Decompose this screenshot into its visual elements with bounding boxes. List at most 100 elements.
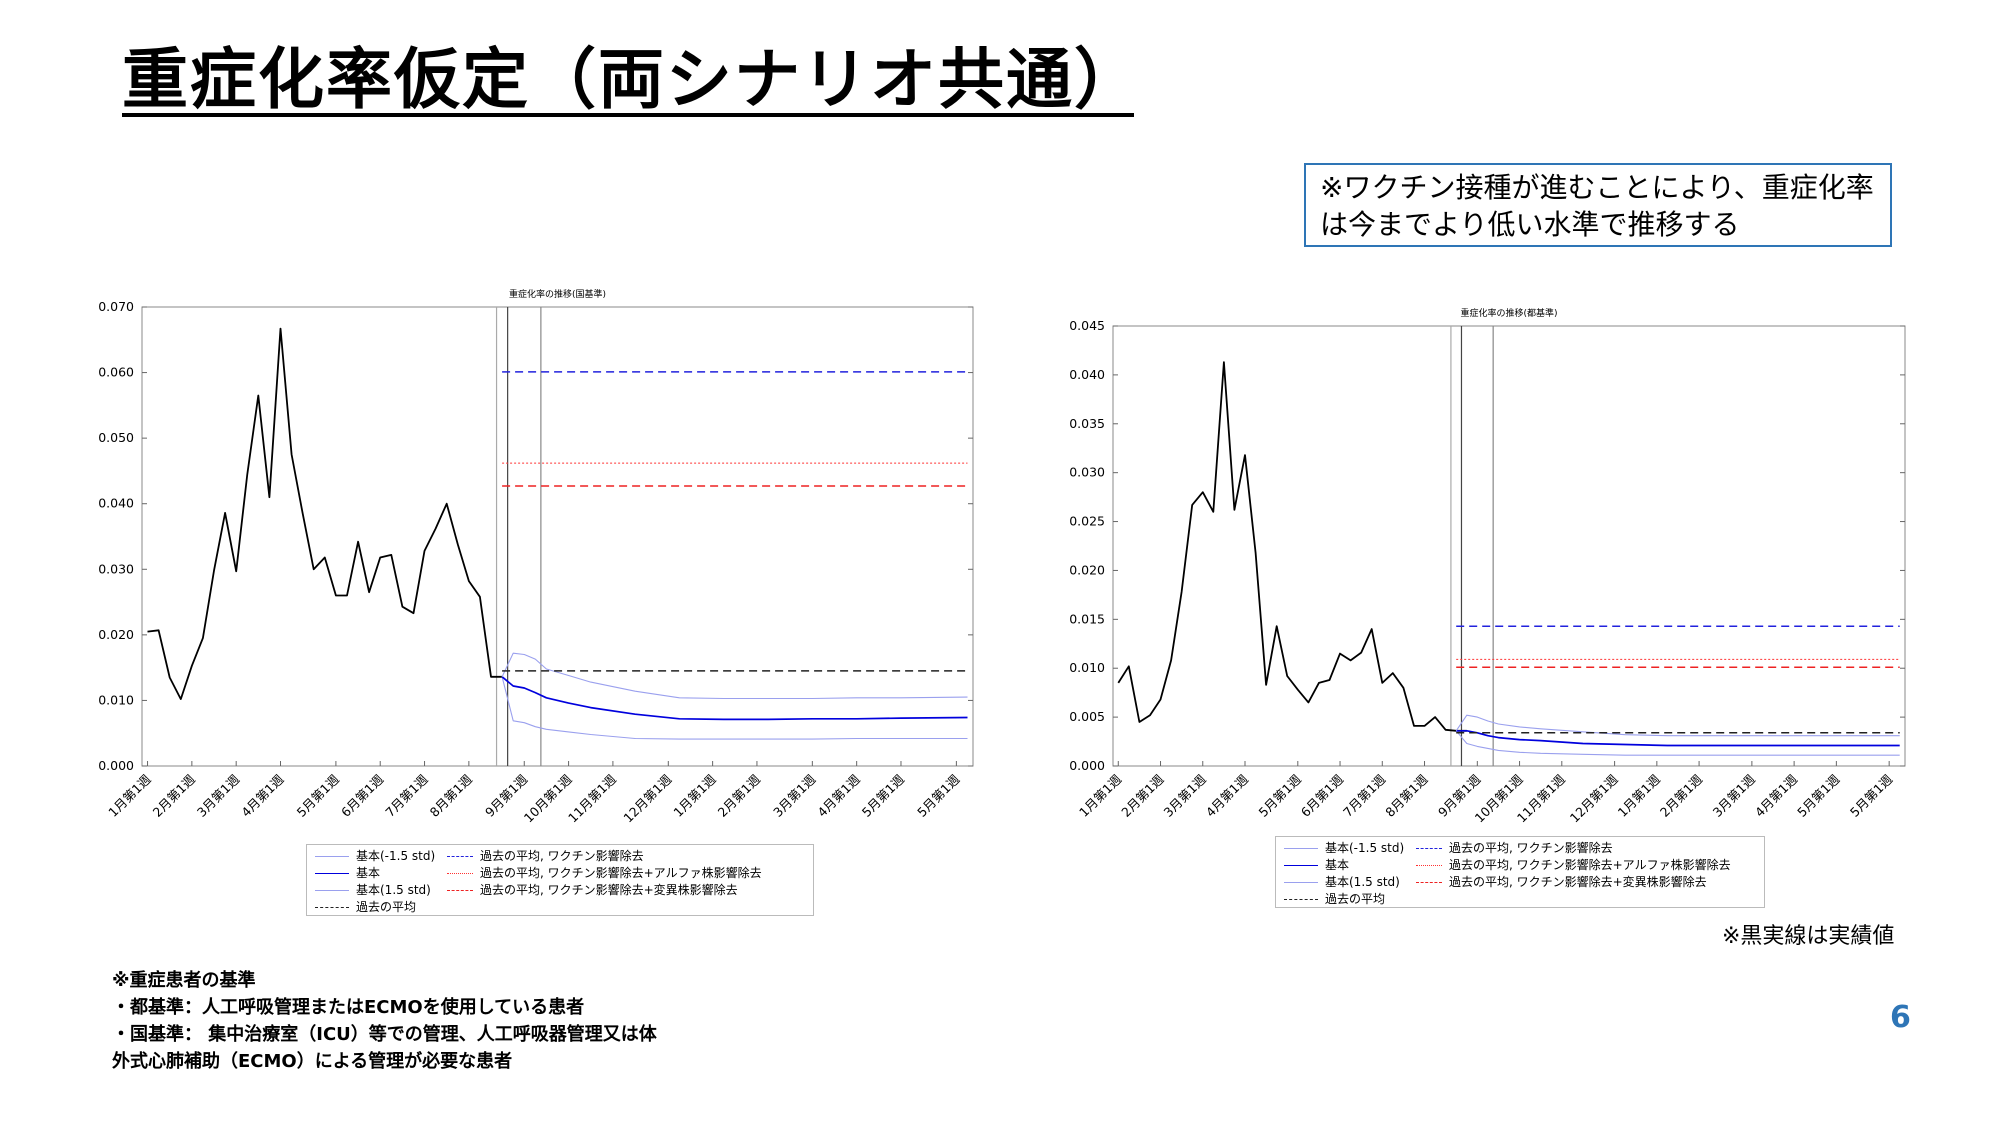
y-tick-label: 0.030: [1069, 465, 1105, 480]
legend-entry: 過去の平均: [1284, 891, 1416, 908]
y-tick-label: 0.015: [1069, 611, 1105, 626]
x-tick-label: 12月第1週: [1567, 771, 1621, 825]
series-line-band-high: [501, 652, 968, 700]
legend-row: 基本(1.5 std) 過去の平均, ワクチン影響除去+変異株影響除去: [1284, 874, 1756, 891]
page-number: 6: [1890, 1000, 1911, 1035]
legend-row: 基本(-1.5 std) 過去の平均, ワクチン影響除去: [1284, 840, 1756, 857]
series-line-base: [501, 676, 968, 721]
x-tick-label: 5月第1週: [1794, 771, 1843, 820]
legend-label: 基本(-1.5 std): [1325, 841, 1405, 855]
x-tick-label: 7月第1週: [1340, 771, 1389, 820]
x-tick-label: 2月第1週: [715, 771, 764, 820]
legend-label: 基本(-1.5 std): [356, 849, 436, 863]
x-tick-label: 4月第1週: [238, 771, 287, 820]
x-tick-label: 4月第1週: [1203, 771, 1252, 820]
y-tick-label: 0.005: [1069, 709, 1105, 724]
legend-entry: 基本: [1284, 857, 1416, 874]
legend-entry: 過去の平均, ワクチン影響除去+変異株影響除去: [447, 882, 738, 899]
legend-swatch: [1416, 882, 1442, 883]
legend-swatch: [1284, 848, 1318, 849]
x-tick-label: 7月第1週: [382, 771, 431, 820]
y-tick-label: 0.020: [98, 627, 134, 642]
legend-entry: 過去の平均: [315, 899, 447, 916]
chart-tokyo: 重症化率の推移(都基準) 0.000 0.005 0.010 0.015 0.020 0.0…: [1069, 307, 1906, 826]
legend-label: 過去の平均, ワクチン影響除去: [480, 849, 644, 863]
x-tick-label: 3月第1週: [194, 771, 243, 820]
legend-swatch: [447, 856, 473, 857]
title-underline: [122, 113, 1134, 117]
legend-label: 過去の平均: [356, 900, 417, 914]
series-line-band-high: [1455, 714, 1900, 737]
series-line-base: [1456, 729, 1900, 747]
legend-label: 過去の平均, ワクチン影響除去+変異株影響除去: [1449, 875, 1707, 889]
y-tick-label: 0.035: [1069, 416, 1105, 431]
plot-frame: [1112, 325, 1906, 767]
legend-swatch: [1284, 899, 1318, 900]
legend-row: 過去の平均: [1284, 891, 1756, 908]
series-line-band-low: [1455, 730, 1900, 756]
legend-entry: 基本(-1.5 std): [1284, 840, 1416, 857]
x-tick-label: 5月第1週: [1847, 771, 1896, 820]
y-tick-label: 0.040: [98, 496, 134, 511]
y-tick-label: 0.000: [1069, 758, 1105, 773]
legend-national: 基本(-1.5 std) 過去の平均, ワクチン影響除去 基本 過去の平均, ワクチン…: [306, 844, 814, 916]
x-tick-label: 11月第1週: [565, 771, 619, 825]
legend-label: 基本: [1325, 858, 1350, 872]
legend-label: 過去の平均, ワクチン影響除去+変異株影響除去: [480, 883, 738, 897]
y-tick-label: 0.010: [1069, 660, 1105, 675]
y-tick-label: 0.050: [98, 430, 134, 445]
x-tick-label: 6月第1週: [338, 771, 387, 820]
legend-swatch: [315, 873, 349, 874]
legend-row: 基本(-1.5 std) 過去の平均, ワクチン影響除去: [315, 848, 805, 865]
series-line-actual: [147, 327, 503, 700]
x-tick-label: 5月第1週: [294, 771, 343, 820]
legend-row: 基本 過去の平均, ワクチン影響除去+アルファ株影響除去: [1284, 857, 1756, 874]
criteria-tokyo: ・都基準：人工呼吸管理またはECMOを使用している患者: [112, 997, 585, 1018]
x-tick-label: 12月第1週: [620, 771, 674, 825]
legend-entry: 基本: [315, 865, 447, 882]
page-title: 重症化率仮定（両シナリオ共通）: [122, 41, 1142, 118]
legend-entry: 過去の平均, ワクチン影響除去: [1416, 840, 1613, 857]
chart-national: 重症化率の推移(国基準) 0.000 0.010 0.020 0.030 0.040 0.0…: [98, 288, 974, 826]
legend-entry: 過去の平均, ワクチン影響除去+変異株影響除去: [1416, 874, 1707, 891]
x-tick-label: 1月第1週: [105, 771, 154, 820]
legend-label: 過去の平均, ワクチン影響除去+アルファ株影響除去: [1449, 858, 1731, 872]
x-tick-label: 3月第1週: [770, 771, 819, 820]
y-tick-label: 0.020: [1069, 562, 1105, 577]
y-tick-label: 0.010: [98, 692, 134, 707]
legend-entry: 過去の平均, ワクチン影響除去: [447, 848, 644, 865]
y-tick-label: 0.000: [98, 758, 134, 773]
legend-label: 基本: [356, 866, 381, 880]
x-tick-label: 8月第1週: [427, 771, 476, 820]
x-tick-label: 8月第1週: [1382, 771, 1431, 820]
y-tick-label: 0.030: [98, 561, 134, 576]
legend-label: 過去の平均: [1325, 892, 1386, 906]
x-tick-label: 5月第1週: [914, 771, 963, 820]
x-tick-label: 6月第1週: [1298, 771, 1347, 820]
y-tick-label: 0.040: [1069, 367, 1105, 382]
y-tick-label: 0.060: [98, 365, 134, 380]
chart-title: 重症化率の推移(国基準): [509, 288, 606, 300]
x-tick-label: 2月第1週: [1118, 771, 1167, 820]
legend-swatch: [315, 907, 349, 908]
x-tick-label: 5月第1週: [1256, 771, 1305, 820]
x-tick-label: 3月第1週: [1710, 771, 1759, 820]
x-tick-label: 1月第1週: [1076, 771, 1125, 820]
chart-title: 重症化率の推移(都基準): [1460, 307, 1557, 319]
legend-swatch: [447, 890, 473, 891]
legend-swatch: [315, 890, 349, 891]
legend-entry: 基本(1.5 std): [1284, 874, 1416, 891]
legend-label: 基本(1.5 std): [356, 883, 431, 897]
legend-entry: 基本(-1.5 std): [315, 848, 447, 865]
legend-row: 過去の平均: [315, 899, 805, 916]
x-tick-label: 2月第1週: [1657, 771, 1706, 820]
legend-swatch: [1284, 865, 1318, 866]
x-tick-label: 1月第1週: [1615, 771, 1664, 820]
legend-label: 過去の平均, ワクチン影響除去: [1449, 841, 1613, 855]
x-tick-label: 1月第1週: [670, 771, 719, 820]
legend-row: 基本(1.5 std) 過去の平均, ワクチン影響除去+変異株影響除去: [315, 882, 805, 899]
criteria-national-cont: 外式心肺補助（ECMO）による管理が必要な患者: [112, 1051, 513, 1072]
y-tick-label: 0.025: [1069, 514, 1105, 529]
legend-row: 基本 過去の平均, ワクチン影響除去+アルファ株影響除去: [315, 865, 805, 882]
actual-line-note: ※黒実線は実績値: [1722, 924, 1895, 949]
